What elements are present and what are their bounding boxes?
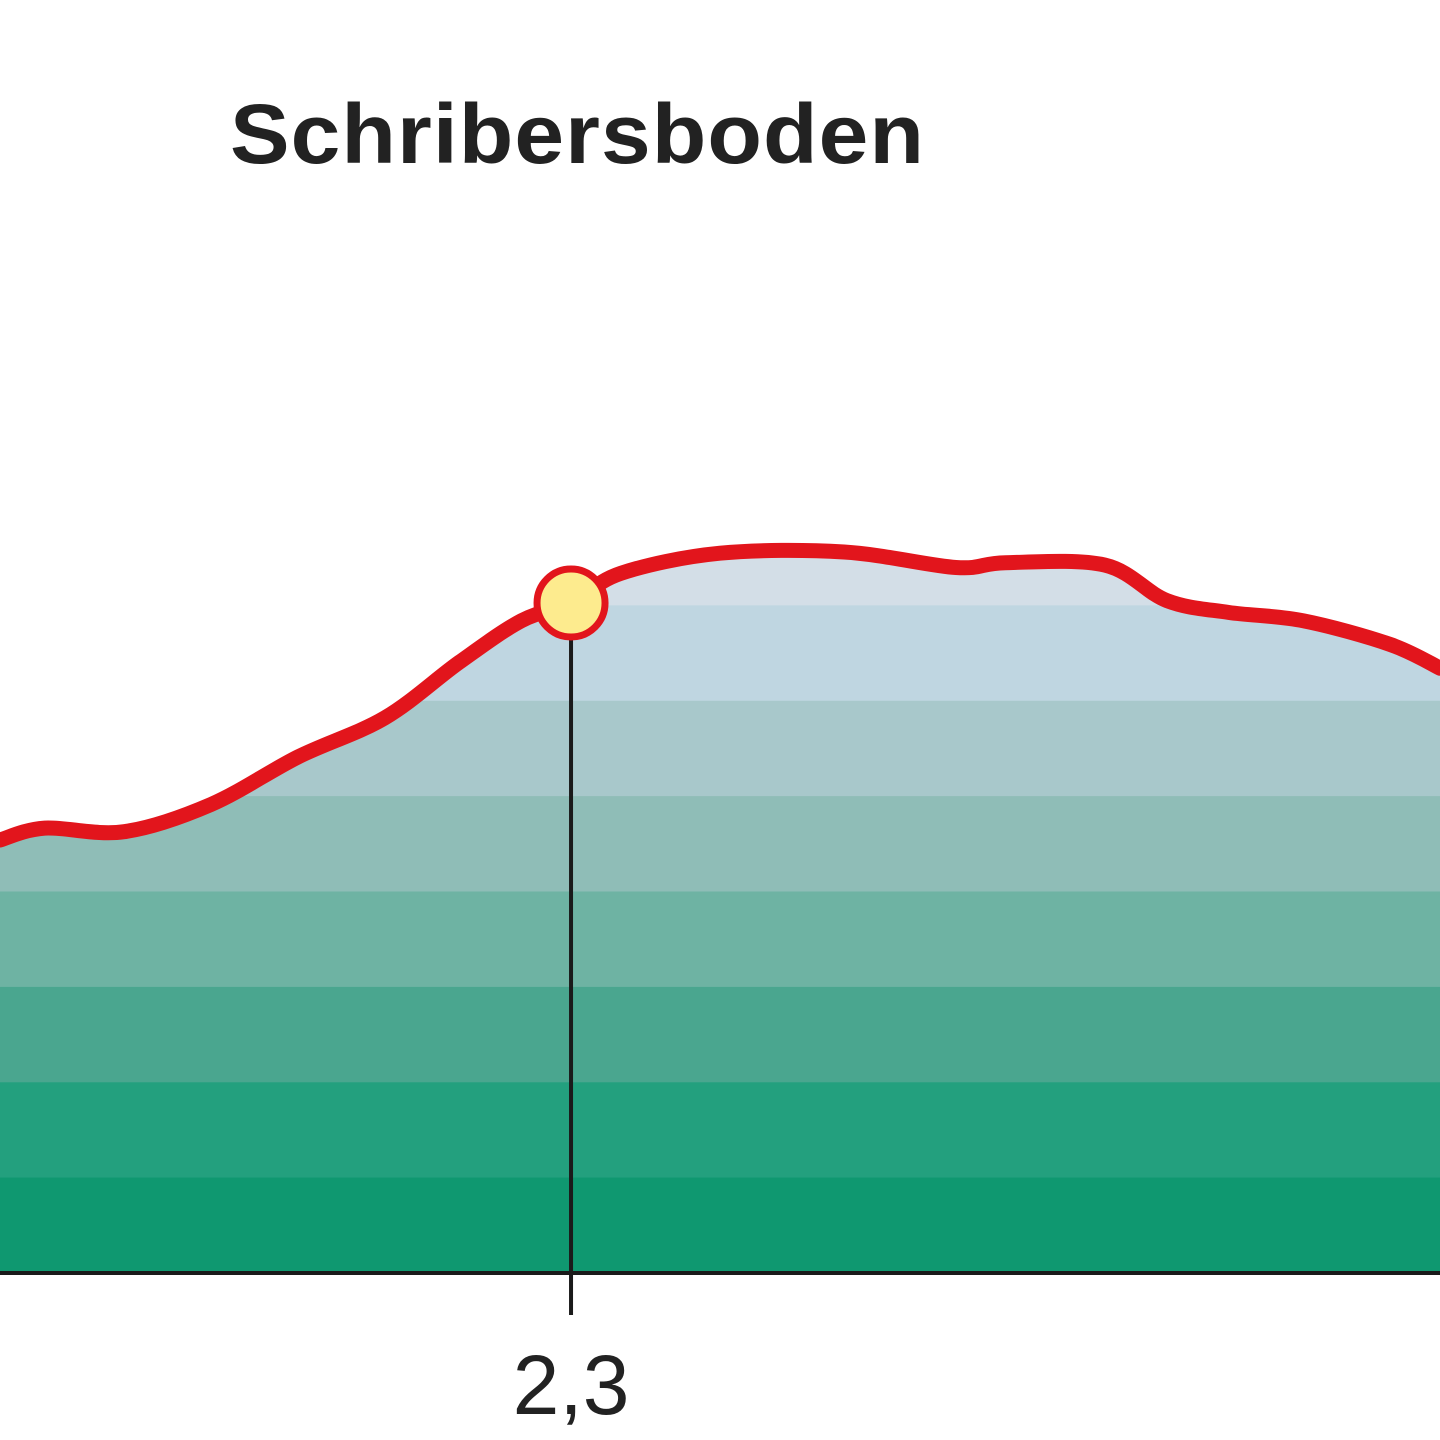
elevation-band — [0, 605, 1440, 702]
elevation-band — [0, 1177, 1440, 1273]
elevation-band — [0, 796, 1440, 893]
elevation-band — [0, 700, 1440, 798]
waypoint-marker — [533, 565, 609, 641]
x-tick-label: 2,3 — [513, 1338, 630, 1432]
waypoint-name-label: Schribersboden — [230, 87, 925, 181]
elevation-band — [0, 891, 1440, 988]
elevation-fill-area — [0, 550, 1440, 1273]
elevation-band — [0, 1082, 1440, 1179]
elevation-profile-line — [0, 542, 1440, 848]
elevation-band — [0, 986, 1440, 1084]
